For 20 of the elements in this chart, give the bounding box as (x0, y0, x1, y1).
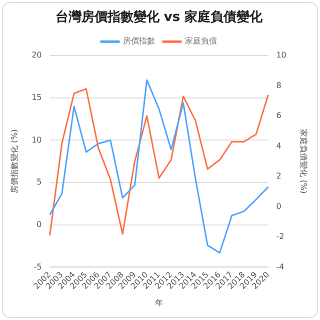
y-tick-label: -5 (34, 262, 42, 272)
y-tick-label: 5 (36, 178, 42, 187)
legend-label: 家庭負債 (185, 36, 217, 46)
y-tick-label: 15 (32, 93, 42, 102)
y2-tick-label: 8 (276, 80, 282, 90)
x-axis-title: 年 (155, 298, 163, 308)
y2-axis-title: 家庭負債變化 (%) (299, 129, 308, 194)
y2-tick-label: -2 (276, 232, 284, 242)
y2-tick-label: -4 (276, 262, 284, 272)
y2-tick-label: 6 (276, 111, 282, 120)
y2-tick-label: 0 (276, 202, 282, 211)
y2-tick-label: 10 (276, 50, 286, 60)
chart-title: 台灣房價指數變化 vs 家庭負債變化 (55, 9, 264, 26)
y-tick-label: 20 (32, 50, 42, 60)
y-tick-label: 10 (32, 135, 42, 144)
y-axis-title: 房價指數變化 (%) (10, 129, 19, 194)
y2-tick-label: 2 (276, 172, 282, 181)
y2-tick-label: 4 (276, 141, 282, 150)
legend-label: 房價指數 (123, 36, 155, 46)
y-tick-label: 0 (36, 220, 42, 229)
